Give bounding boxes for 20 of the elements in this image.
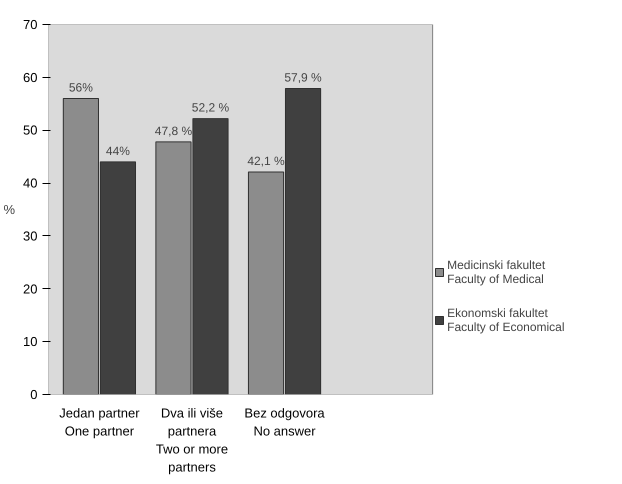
y-tick-label: 70	[23, 17, 38, 32]
data-label: 42,1 %	[247, 154, 286, 168]
x-tick-label: Dva ili više partnera Two or more partners	[156, 406, 228, 474]
data-label: 56%	[68, 80, 94, 94]
legend-label: Medicinski fakultet Faculty of Medical	[447, 258, 546, 286]
data-label: 47,8 %	[154, 124, 192, 138]
y-tick-label: 40	[23, 176, 38, 191]
y-tick-label: 20	[23, 281, 38, 296]
y-tick-label: 30	[23, 228, 38, 244]
y-tick-label: 0	[30, 387, 38, 402]
y-tick-label: 50	[23, 122, 38, 138]
x-tick-label: Jedan partner One partner	[59, 406, 140, 438]
x-tick-label: Bez odgovora No answer	[244, 406, 326, 438]
legend-label: Ekonomski fakultet Faculty of Economical	[447, 306, 565, 334]
y-tick-label: 10	[23, 334, 38, 350]
data-label: 52,2 %	[192, 100, 230, 115]
y-axis-title: %	[3, 202, 16, 217]
data-label: 44%	[106, 144, 130, 158]
y-tick-label: 60	[23, 70, 38, 85]
data-label: 57,9 %	[284, 70, 322, 84]
